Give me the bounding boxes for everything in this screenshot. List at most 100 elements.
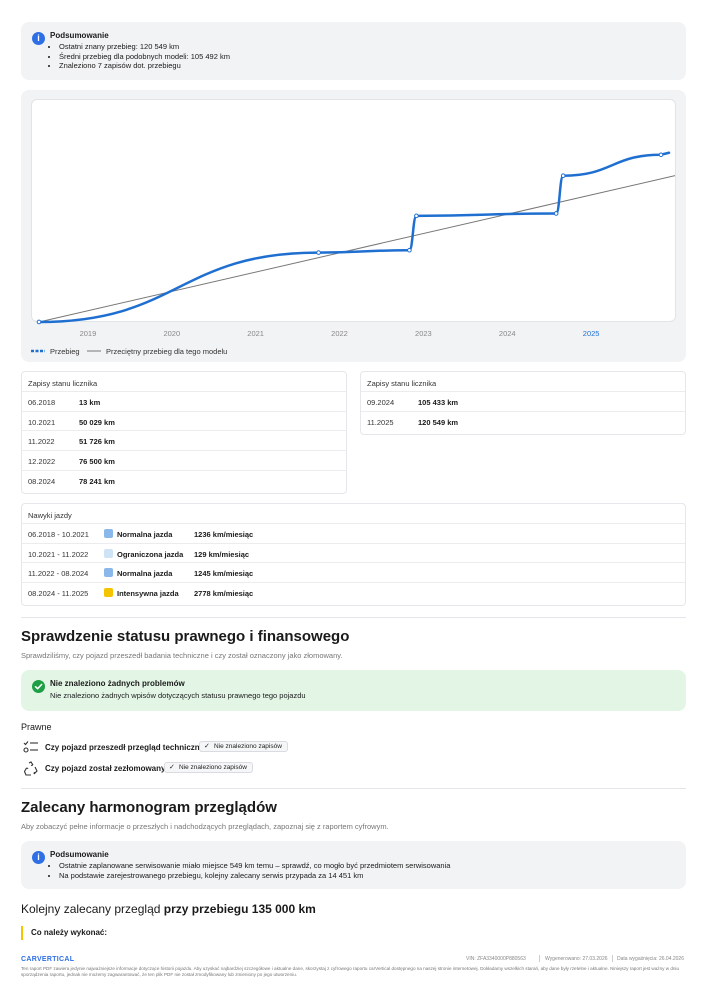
driving-color-swatch	[104, 588, 113, 598]
footer-separator	[539, 955, 540, 962]
scrapped-question: Czy pojazd został zezłomowany?	[45, 764, 171, 773]
next-service-line: Kolejny zalecany przegląd przy przebiegu…	[21, 902, 316, 916]
footer-separator	[612, 955, 613, 962]
x-tick-label: 2022	[331, 329, 348, 338]
driving-type: Normalna jazda	[117, 530, 173, 539]
odometer-records-card: Zapisy stanu licznika 06.2018 13 km 10.202…	[21, 371, 347, 494]
mileage-point	[553, 211, 559, 216]
footer-vin: VIN: ZFA3340000P880563	[466, 956, 526, 962]
legal-heading: Sprawdzenie statusu prawnego i finansowe…	[21, 628, 350, 645]
driving-type: Normalna jazda	[117, 569, 173, 579]
legend-mileage-label: Przebieg	[50, 347, 80, 356]
x-tick-label: 2020	[163, 329, 180, 338]
driving-period: 11.2022 - 08.2024	[28, 569, 89, 579]
odometer-row: 08.2024 78 241 km	[22, 469, 346, 490]
footer-disclaimer: Ten raport PDF zawiera jedynie najważnie…	[21, 966, 679, 977]
odometer-value: 76 500 km	[79, 457, 115, 467]
driving-rate: 1245 km/miesiąc	[194, 569, 254, 579]
summary-item: Znaleziono 7 zapisów dot. przebiegu	[59, 61, 230, 71]
mileage-line	[37, 151, 671, 324]
odometer-value: 120 549 km	[418, 417, 459, 427]
odometer-date: 11.2022	[28, 437, 55, 447]
service-heading: Zalecany harmonogram przeglądów	[21, 799, 277, 816]
driving-rate: 1236 km/miesiąc	[194, 530, 254, 539]
mileage-point	[407, 247, 412, 253]
service-summary-item: Na podstawie zarejestrowanego przebiegu,…	[59, 871, 450, 881]
odometer-date: 10.2021	[28, 417, 56, 427]
no-problems-text: Nie znaleziono żadnych wpisów dotyczącyc…	[50, 691, 306, 700]
driving-rate: 129 km/miesiąc	[194, 549, 250, 559]
driving-row: 06.2018 - 10.2021 Normalna jazda 1236 km/m…	[22, 523, 685, 543]
section-divider	[21, 788, 686, 789]
driving-type: Intensywna jazda	[117, 589, 179, 599]
odometer-date: 06.2018	[28, 398, 56, 407]
scrapped-status-text: Nie znaleziono zapisów	[179, 764, 247, 771]
x-tick-label: 2023	[415, 329, 432, 338]
carvertical-logo: CARVERTICAL	[21, 956, 75, 963]
odometer-row: 12.2022 76 500 km	[22, 450, 346, 470]
mileage-point	[560, 173, 566, 179]
driving-habits-title: Nawyki jazdy	[28, 511, 72, 520]
check-icon: ✓	[169, 764, 175, 771]
driving-row: 11.2022 - 08.2024 Normalna jazda 1245 km/m…	[22, 562, 685, 582]
check-icon: ✓	[204, 743, 210, 750]
summary-item: Ostatni znany przebieg: 120 549 km	[59, 42, 230, 52]
driving-color-swatch	[104, 529, 113, 538]
x-tick-label: 2019	[80, 329, 97, 338]
info-icon: i	[32, 851, 45, 864]
driving-color-swatch	[104, 548, 113, 558]
service-summary-title: Podsumowanie	[50, 850, 109, 859]
x-tick-label: 2024	[499, 329, 516, 338]
driving-row: 08.2024 - 11.2025 Intensywna jazda 2778 km…	[22, 582, 685, 602]
odometer-row: 06.2018 13 km	[22, 391, 346, 411]
odometer-row: 11.2022 51 726 km	[22, 430, 346, 450]
odometer-row: 11.2025 120 549 km	[361, 410, 685, 431]
mileage-chart: 2019 2020 2021 2022 2023 2024 2025 Przebieg Prze…	[31, 151, 676, 356]
summary-list: Ostatni znany przebieg: 120 549 km Średn…	[59, 42, 230, 71]
average-mileage-line	[38, 175, 676, 323]
odometer-date: 09.2024	[367, 398, 395, 407]
driving-period: 10.2021 - 11.2022	[28, 549, 89, 559]
driving-rate: 2778 km/miesiąc	[194, 589, 254, 599]
summary-item: Średni przebieg dla podobnych modeli: 10…	[59, 52, 230, 62]
inspection-status-text: Nie znaleziono zapisów	[214, 743, 282, 750]
odometer-date: 11.2025	[367, 417, 394, 427]
legal-subtitle: Sprawdziliśmy, czy pojazd przeszedł bada…	[21, 651, 343, 660]
next-service-prefix: Kolejny zalecany przegląd	[21, 902, 161, 916]
driving-color-swatch	[104, 568, 113, 578]
legend-average-label: Przeciętny przebieg dla tego modelu	[106, 347, 227, 356]
odometer-date: 08.2024	[28, 476, 56, 486]
odometer-records-title: Zapisy stanu licznika	[28, 379, 98, 388]
summary-box: i Podsumowanie Ostatni znany przebieg: 1…	[21, 22, 686, 80]
service-summary-item: Ostatnie zaplanowane serwisowanie miało …	[59, 861, 450, 871]
info-icon: i	[32, 32, 45, 45]
footer-expires: Data wygaśnięcia: 26.04.2026	[617, 956, 684, 962]
service-subtitle: Aby zobaczyć pełne informacje o przeszły…	[21, 822, 389, 831]
service-summary-list: Ostatnie zaplanowane serwisowanie miało …	[59, 861, 450, 880]
odometer-value: 105 433 km	[418, 398, 459, 407]
summary-title: Podsumowanie	[50, 31, 109, 40]
inspection-status-badge: ✓ Nie znaleziono zapisów	[199, 741, 288, 752]
odometer-date: 12.2022	[28, 457, 56, 467]
no-problems-title: Nie znaleziono żadnych problemów	[50, 679, 185, 688]
x-tick-label: 2025	[583, 329, 600, 338]
mileage-point	[414, 213, 419, 219]
mileage-point	[658, 152, 664, 158]
odometer-records-card: Zapisy stanu licznika 09.2024 105 433 km 1…	[360, 371, 686, 435]
odometer-row: 09.2024 105 433 km	[361, 391, 685, 411]
mileage-point	[316, 250, 321, 255]
scrapped-status-badge: ✓ Nie znaleziono zapisów	[164, 762, 253, 773]
no-problems-box: Nie znaleziono żadnych problemów Nie zna…	[21, 670, 686, 711]
odometer-value: 51 726 km	[79, 437, 115, 447]
odometer-row: 10.2021 50 029 km	[22, 410, 346, 431]
inspection-question: Czy pojazd przeszedł przegląd techniczny…	[45, 743, 210, 752]
x-tick-label: 2021	[247, 329, 264, 338]
driving-row: 10.2021 - 11.2022 Ograniczona jazda 129 km…	[22, 542, 685, 563]
todo-heading: Co należy wykonać:	[21, 926, 107, 940]
check-circle-icon	[32, 680, 45, 693]
odometer-records-title: Zapisy stanu licznika	[367, 379, 437, 388]
next-service-value: przy przebiegu 135 000 km	[163, 902, 316, 916]
driving-habits-card: Nawyki jazdy 06.2018 - 10.2021 Normalna j…	[21, 503, 686, 606]
odometer-value: 78 241 km	[79, 476, 115, 486]
checklist-icon	[23, 740, 39, 759]
